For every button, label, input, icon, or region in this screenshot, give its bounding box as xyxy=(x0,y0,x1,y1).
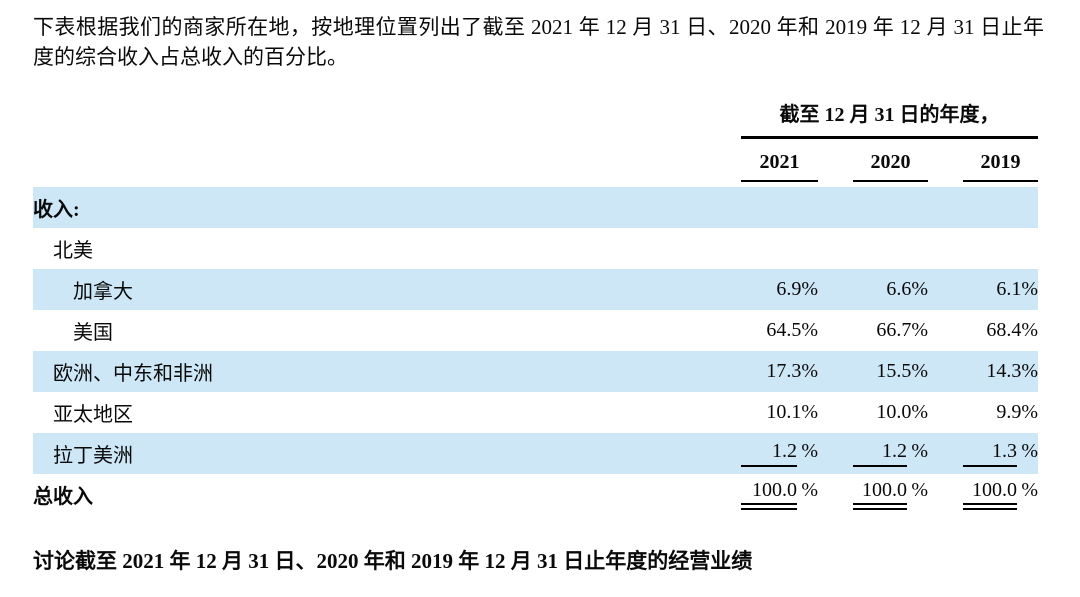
value-2021: 1.2% xyxy=(741,440,818,467)
value-2019: 9.9% xyxy=(996,401,1038,423)
value-number: 100.0 xyxy=(963,479,1017,510)
table-period-header: 截至 12 月 31 日的年度， xyxy=(33,98,1038,139)
year-header-2020: 2020 xyxy=(853,151,928,182)
value-number: 1.2 xyxy=(741,440,797,467)
header-spacer xyxy=(33,151,741,182)
document-page: 下表根据我们的商家所在地，按地理位置列出了截至 2021 年 12 月 31 日… xyxy=(0,12,1080,575)
value-2020: 1.2% xyxy=(853,440,928,467)
table-row-north-america: 北美 xyxy=(33,228,1038,269)
percent-sign: % xyxy=(1021,479,1038,501)
value-2020: 15.5% xyxy=(876,360,928,382)
value-2020: 10.0% xyxy=(876,401,928,423)
period-caption: 截至 12 月 31 日的年度， xyxy=(741,98,1038,139)
table-row-total-revenue: 总收入 100.0% 100.0% 100.0% xyxy=(33,474,1038,515)
value-2021: 6.9% xyxy=(776,278,818,300)
table-row-emea: 欧洲、中东和非洲 17.3% 15.5% 14.3% xyxy=(33,351,1038,392)
header-spacer xyxy=(33,98,741,139)
value-2019: 14.3% xyxy=(986,360,1038,382)
table-row-revenue-header: 收入: xyxy=(33,187,1038,228)
year-header-2021: 2021 xyxy=(741,151,818,182)
percent-sign: % xyxy=(911,440,928,462)
section-heading-operating-results: 讨论截至 2021 年 12 月 31 日、2020 年和 2019 年 12 … xyxy=(33,549,753,573)
table-row-canada: 加拿大 6.9% 6.6% 6.1% xyxy=(33,269,1038,310)
value-2021: 10.1% xyxy=(766,401,818,423)
row-label: 加拿大 xyxy=(73,281,133,303)
period-caption-block: 截至 12 月 31 日的年度， xyxy=(741,98,1038,139)
value-2019: 6.1% xyxy=(996,278,1038,300)
value-number: 100.0 xyxy=(741,479,797,510)
value-2021: 17.3% xyxy=(766,360,818,382)
value-number: 1.3 xyxy=(963,440,1017,467)
row-label: 总收入 xyxy=(33,486,93,508)
value-2020: 6.6% xyxy=(886,278,928,300)
row-label: 欧洲、中东和非洲 xyxy=(53,363,213,385)
value-2020: 100.0% xyxy=(853,479,928,510)
row-label: 收入: xyxy=(33,199,80,221)
value-2021: 100.0% xyxy=(741,479,818,510)
value-number: 1.2 xyxy=(853,440,907,467)
value-2019: 68.4% xyxy=(986,319,1038,341)
value-2021: 64.5% xyxy=(766,319,818,341)
revenue-by-geography-table: 截至 12 月 31 日的年度， 2021 2020 2019 收入: 北美 xyxy=(33,98,1038,515)
table-row-apac: 亚太地区 10.1% 10.0% 9.9% xyxy=(33,392,1038,433)
table-year-header: 2021 2020 2019 xyxy=(33,151,1038,182)
percent-sign: % xyxy=(801,479,818,501)
row-label: 亚太地区 xyxy=(53,404,133,426)
value-number: 100.0 xyxy=(853,479,907,510)
percent-sign: % xyxy=(801,440,818,462)
intro-paragraph: 下表根据我们的商家所在地，按地理位置列出了截至 2021 年 12 月 31 日… xyxy=(33,15,1044,69)
row-label: 拉丁美洲 xyxy=(53,445,133,467)
percent-sign: % xyxy=(911,479,928,501)
row-label: 美国 xyxy=(73,322,113,344)
table-body: 收入: 北美 加拿大 6.9% 6.6% 6.1% 美国 64.5% 66 xyxy=(33,187,1038,515)
percent-sign: % xyxy=(1021,440,1038,462)
table-row-united-states: 美国 64.5% 66.7% 68.4% xyxy=(33,310,1038,351)
value-2019: 100.0% xyxy=(963,479,1038,510)
table-row-latin-america: 拉丁美洲 1.2% 1.2% 1.3% xyxy=(33,433,1038,474)
year-header-2019: 2019 xyxy=(963,151,1038,182)
value-2020: 66.7% xyxy=(876,319,928,341)
row-label: 北美 xyxy=(53,240,93,262)
value-2019: 1.3% xyxy=(963,440,1038,467)
